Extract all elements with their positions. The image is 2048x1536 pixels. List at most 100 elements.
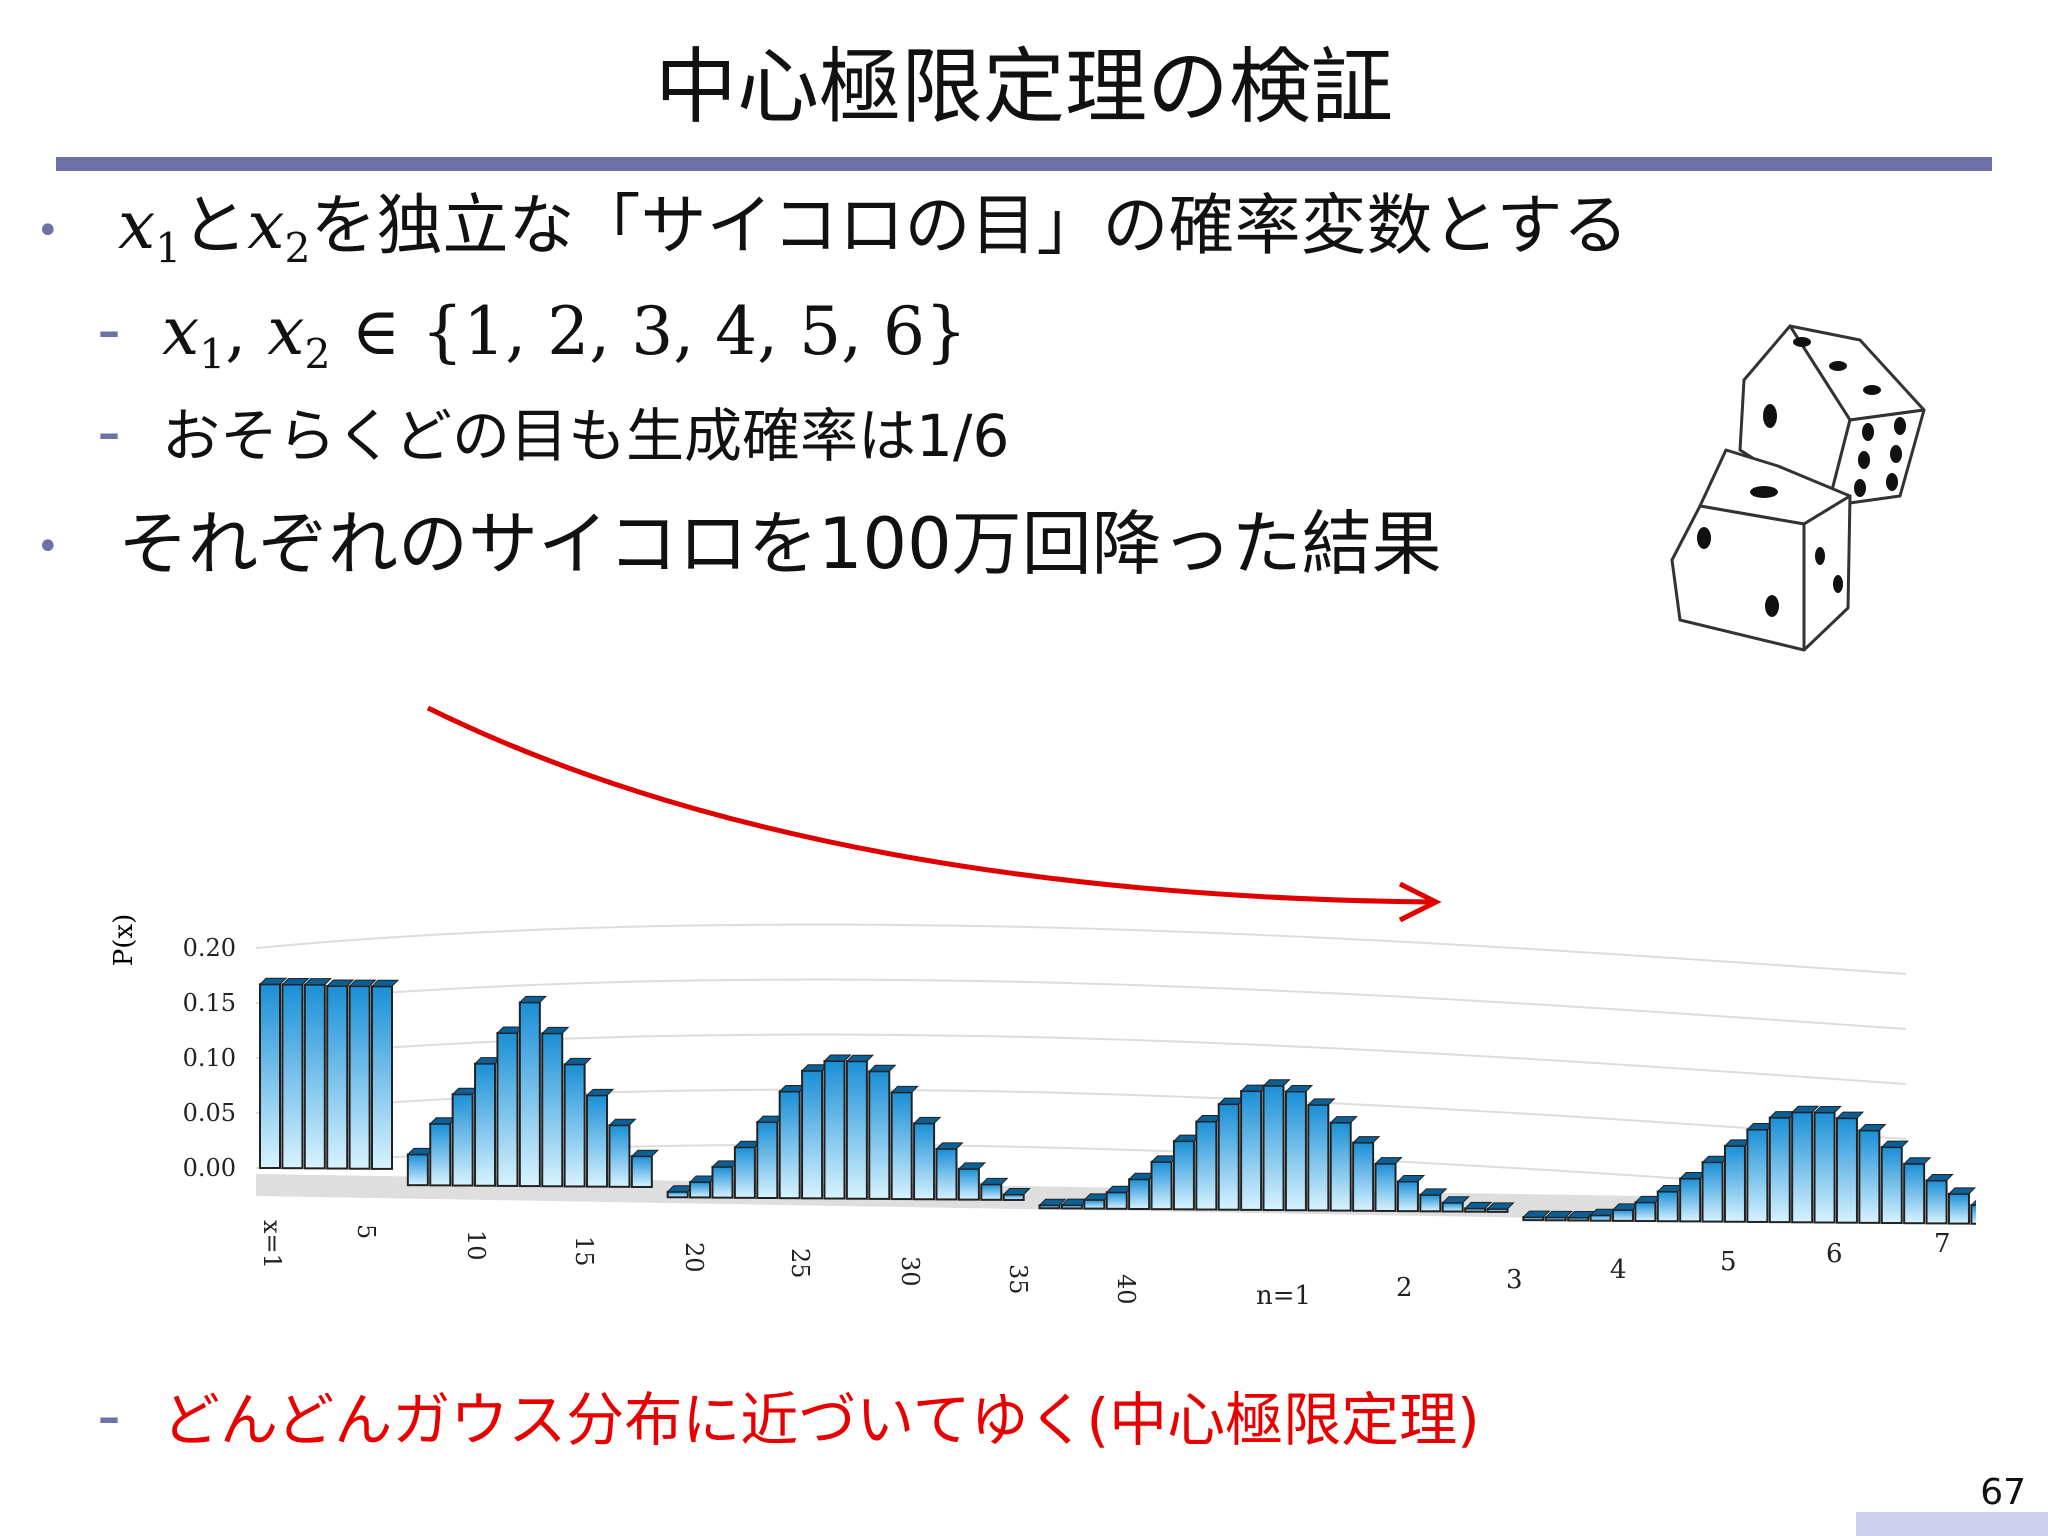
bar-n4 [1105,1191,1128,1210]
x-tick-label: 30 [896,1256,924,1287]
bullet-2: それぞれのサイコロを100万回降った結果 [118,503,1442,585]
bar-top-n1 [348,979,377,987]
bar-n2 [451,1093,474,1187]
bar-n3 [801,1069,824,1200]
x-tick-labels: x=1 5 10 15 20 25 30 35 40 [258,1220,1140,1305]
bar-n5 [1903,1162,1926,1225]
bar-n3 [957,1167,980,1201]
bar-top-n3 [935,1142,964,1150]
bar-n4 [1128,1178,1151,1210]
x-tick-label: 10 [462,1230,490,1261]
page-footer-bar [1856,1512,2048,1536]
die-front-left [1670,504,1806,652]
clt-bar-chart: 0.000.050.100.150.20 P(x) x=1 5 10 15 20 25 30… [109,705,1976,1311]
bar-n3 [778,1090,801,1200]
dice-illustration [1670,324,1926,652]
bar-n1 [326,984,349,1170]
bar-n3 [733,1146,756,1199]
depth-tick-label: n=1 [1256,1281,1311,1311]
bar-n4 [1150,1160,1173,1211]
depth-tick-label: 7 [1934,1229,1951,1259]
bar-top-n4 [1486,1202,1515,1210]
bar-n5 [1723,1144,1746,1223]
bar-n4 [1083,1198,1106,1210]
bar-top-n5 [1858,1123,1887,1131]
x-tick-label: 15 [570,1236,598,1267]
conclusion-text: どんどんガウス分布に近づいてゆく(中心極限定理) [162,1386,1480,1454]
bar-n3 [823,1060,846,1200]
bar-top-n4 [1351,1136,1381,1144]
bar-top-n2 [541,1026,570,1034]
bar-top-n5 [1925,1173,1954,1181]
chart-bars [258,977,1976,1225]
bar-top-n5 [1790,1105,1820,1113]
bar-top-n3 [912,1116,942,1124]
bar-n5 [1813,1111,1836,1224]
bar-top-n4 [1441,1196,1470,1204]
bar-n2 [406,1153,429,1187]
y-tick-labels: 0.00 0.05 0.10 0.15 0.20 [183,934,236,1182]
bar-n4 [1195,1120,1218,1211]
grid-line [255,978,1907,1030]
bar-top-n3 [868,1064,897,1072]
bar-top-n3 [980,1177,1009,1185]
bar-n2 [630,1155,653,1188]
bar-top-n5 [1902,1157,1932,1165]
depth-tick-label: 6 [1826,1239,1843,1269]
bar-top-n1 [370,979,400,987]
bar-n5 [1925,1179,1948,1225]
bar-n3 [756,1121,779,1199]
bar-n4 [1172,1140,1195,1211]
bar-n5 [1858,1129,1881,1224]
bar-top-n5 [1970,1199,1976,1206]
bar-n1 [371,985,393,1170]
bar-n4 [1441,1201,1464,1213]
bar-n4 [1396,1180,1419,1213]
math-var-x1: x1 [118,187,182,273]
sub-bullet-math: x1, x2 ∈ {1, 2, 3, 4, 5, 6} [162,293,968,379]
bar-top-n4 [1038,1198,1067,1206]
bar-n5 [1835,1117,1858,1224]
chart-grid [255,923,1907,1195]
bar-top-n5 [1813,1105,1842,1113]
bar-top-n4 [1262,1079,1291,1087]
bar-top-n5 [1880,1140,1909,1148]
x-tick-label: 35 [1004,1264,1032,1295]
y-tick-label: 0.00 [183,1154,236,1182]
bullet-1-text: を独立な「サイコロの目」の確率変数とする [310,187,1629,264]
y-tick-label: 0.10 [183,1044,236,1072]
bar-n3 [913,1122,936,1201]
bullet-marker: • [36,208,60,254]
bar-top-n4 [1284,1084,1314,1092]
x-tick-label: 20 [680,1242,708,1273]
bar-n5 [1656,1190,1679,1223]
bar-top-n3 [890,1085,919,1093]
title-underline [56,157,1992,171]
bar-n5 [1701,1161,1724,1223]
y-tick-label: 0.20 [183,934,236,962]
bar-top-n3 [957,1162,987,1170]
bar-n4 [1217,1103,1240,1211]
sub-bullet-marker: – [98,1392,120,1443]
bar-n5 [1947,1192,1970,1225]
x-tick-label: 5 [352,1224,380,1239]
x-tick-label: 40 [1112,1274,1140,1305]
y-tick-label: 0.15 [183,989,236,1017]
bar-n4 [1352,1141,1375,1212]
bar-top-n1 [303,978,333,986]
x-tick-label: 25 [786,1248,814,1279]
bar-top-n4 [1419,1188,1448,1196]
bar-top-n5 [1947,1187,1976,1195]
bar-n1 [281,983,304,1170]
bar-n5 [1746,1128,1769,1223]
bar-n2 [608,1124,631,1188]
bar-n3 [868,1070,891,1200]
bar-n1 [259,983,281,1169]
bar-top-n2 [585,1088,615,1096]
depth-tick-labels: n=1 2 3 4 5 6 7 [1256,1229,1951,1311]
bar-n5 [1768,1116,1791,1224]
die-front-right [1802,494,1852,652]
bar-n3 [711,1165,734,1199]
bar-top-n4 [1463,1201,1493,1209]
slide-title: 中心極限定理の検証 [654,40,1393,135]
